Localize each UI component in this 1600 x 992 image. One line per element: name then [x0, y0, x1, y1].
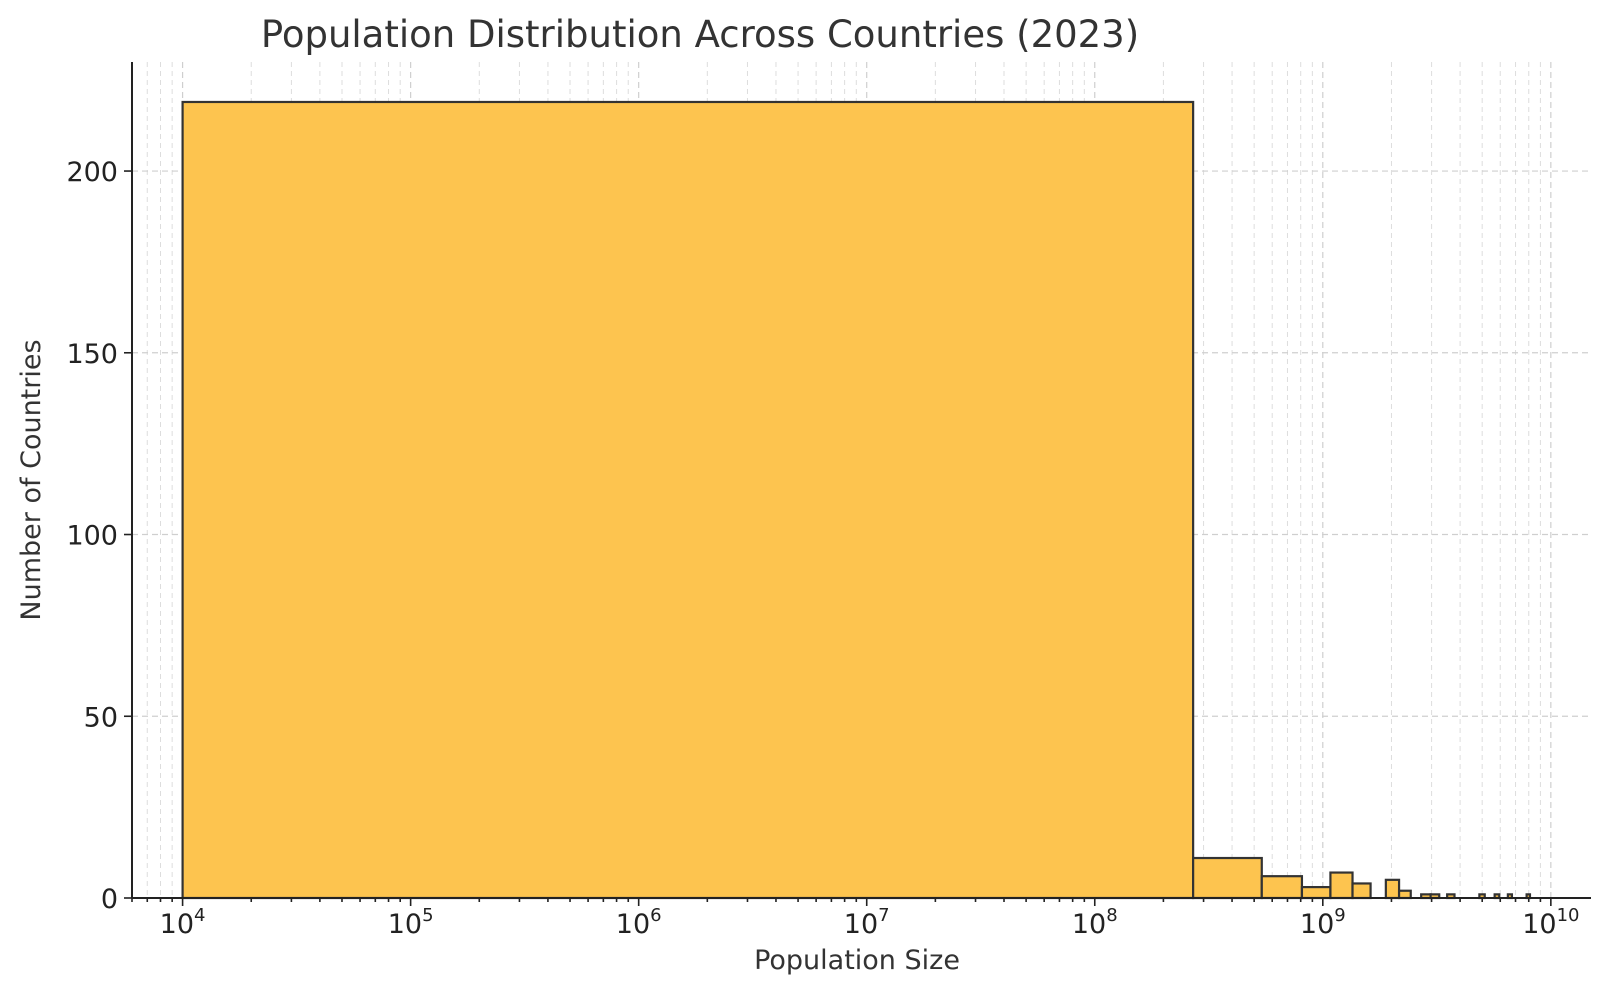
x-tick-label: 104 [160, 905, 206, 940]
x-tick-label: 109 [1300, 905, 1346, 940]
y-axis-label: Number of Countries [16, 339, 47, 620]
x-axis-label: Population Size [754, 945, 960, 976]
histogram-bar [1351, 882, 1372, 900]
histogram-bar [1329, 871, 1354, 900]
x-tick-label: 105 [388, 905, 434, 940]
histogram-bar [181, 100, 1195, 900]
histogram-bars [181, 100, 1532, 900]
y-tick-label: 0 [101, 884, 118, 915]
x-tick-label: 107 [844, 905, 890, 940]
y-tick-label: 150 [66, 339, 118, 370]
histogram-bar [1397, 889, 1412, 900]
x-axis-ticks: 104 105 106 107 108 109 1010 [131, 898, 1579, 940]
y-tick-label: 100 [66, 521, 118, 552]
histogram-bar [1192, 856, 1263, 900]
x-tick-label: 108 [1072, 905, 1118, 940]
histogram-bar [1384, 878, 1401, 900]
histogram-bar [1300, 885, 1332, 900]
y-tick-label: 200 [66, 157, 118, 188]
histogram-bar [1260, 875, 1304, 900]
x-tick-label: 1010 [1522, 905, 1579, 940]
x-tick-label: 106 [616, 905, 662, 940]
chart-title: Population Distribution Across Countries… [261, 13, 1139, 56]
y-axis-ticks: 0 50 100 150 200 [66, 157, 132, 915]
y-tick-label: 50 [84, 702, 118, 733]
